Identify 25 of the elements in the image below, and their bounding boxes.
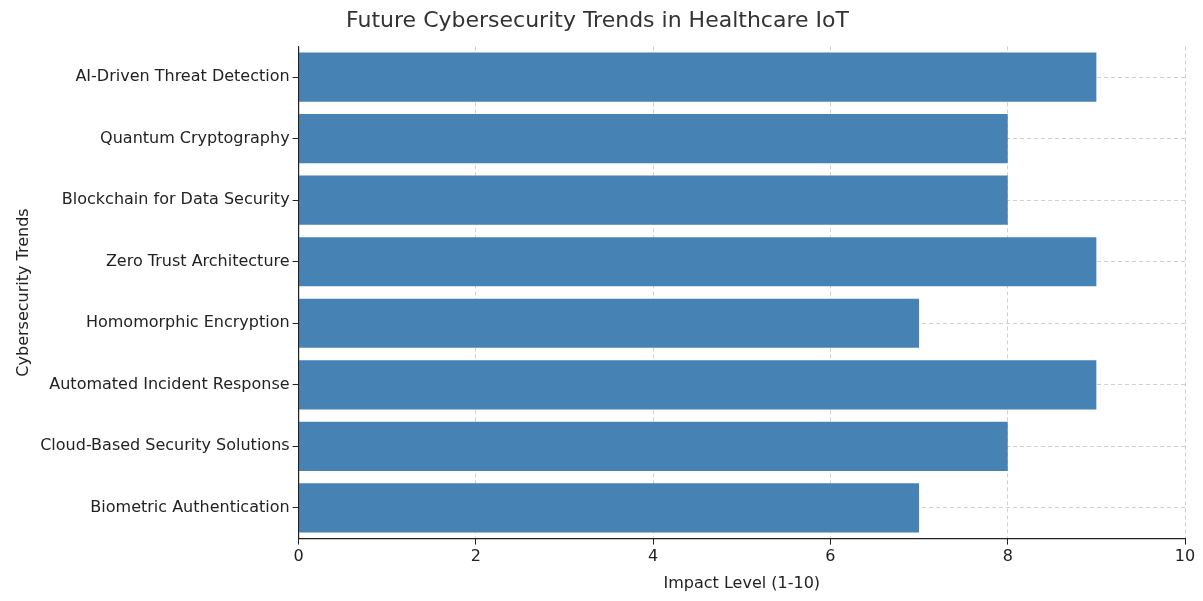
bar [299,237,1097,287]
bar [299,483,920,533]
x-tick-label: 8 [1002,546,1013,566]
bar [299,175,1008,225]
bar [299,52,1097,102]
chart-title: Future Cybersecurity Trends in Healthcare IoT [346,6,850,32]
bar [299,114,1008,164]
y-tick-label: Cloud-Based Security Solutions [40,435,290,455]
y-axis-title: Cybersecurity Trends [12,208,32,377]
x-tick-label: 2 [470,546,481,566]
x-tick-label: 6 [825,546,836,566]
bar [299,421,1008,471]
y-tick-label: Automated Incident Response [49,373,290,393]
y-tick-label: Homomorphic Encryption [85,312,290,332]
y-tick-label: Zero Trust Architecture [105,250,290,270]
x-tick-label: 4 [648,546,659,566]
y-tick-label: Quantum Cryptography [100,127,290,147]
x-tick-label: 0 [293,546,304,566]
y-tick-label: AI-Driven Threat Detection [75,66,290,86]
x-tick-label: 10 [1174,546,1196,566]
bar [299,298,920,348]
y-tick-label: Blockchain for Data Security [61,189,290,209]
x-axis-title: Impact Level (1-10) [663,572,821,592]
bar [299,360,1097,410]
y-tick-label: Biometric Authentication [90,496,290,516]
